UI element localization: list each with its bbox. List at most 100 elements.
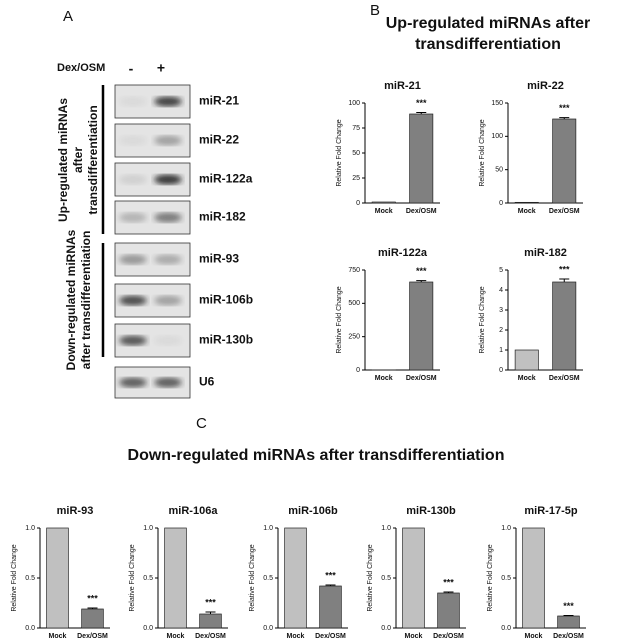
panel-title: Up-regulated miRNAs after (386, 15, 590, 32)
blot-band (119, 212, 147, 223)
y-axis-label: Relative Fold Change (249, 544, 256, 611)
y-tick-label: 4 (499, 287, 503, 294)
blot-label: miR-130b (199, 333, 253, 347)
y-axis-label: Relative Fold Change (129, 544, 136, 611)
chart-title: miR-106a (169, 505, 219, 517)
chart-title: miR-93 (57, 505, 94, 517)
y-tick-label: 150 (491, 100, 503, 107)
y-tick-label: 1.0 (263, 525, 273, 532)
bar (46, 527, 69, 629)
bar (199, 613, 222, 629)
x-tick-label: Dex/OSM (549, 208, 580, 215)
minus-label: - (129, 61, 134, 77)
significance: *** (87, 593, 98, 603)
bar (284, 527, 307, 629)
y-tick-label: 0.5 (143, 575, 153, 582)
blot-band (119, 335, 147, 346)
x-tick-label: Mock (518, 375, 536, 382)
blot-band (154, 254, 182, 265)
blot-label: miR-22 (199, 133, 239, 147)
y-axis-label: Relative Fold Change (479, 119, 486, 186)
significance: *** (559, 103, 570, 113)
bar (552, 118, 577, 204)
y-tick-label: 0.0 (501, 625, 511, 632)
group-label: Up-regulated miRNAs (56, 98, 70, 222)
y-tick-label: 100 (491, 133, 503, 140)
blot-band (119, 377, 147, 388)
y-tick-label: 50 (495, 167, 503, 174)
blot-band (154, 212, 182, 223)
y-tick-label: 250 (348, 334, 360, 341)
chart-title: miR-17-5p (524, 505, 577, 517)
blot-band (154, 174, 182, 185)
x-tick-label: Dex/OSM (433, 633, 464, 640)
x-tick-label: Mock (375, 208, 393, 215)
y-tick-label: 0 (356, 200, 360, 207)
x-tick-label: Mock (167, 633, 185, 640)
x-tick-label: Dex/OSM (315, 633, 346, 640)
x-tick-label: Mock (405, 633, 423, 640)
bar (371, 201, 396, 204)
y-axis-label: Relative Fold Change (479, 286, 486, 353)
blot-band (154, 335, 182, 346)
y-tick-label: 1.0 (25, 525, 35, 532)
blot-band (154, 295, 182, 306)
chart-title: miR-21 (384, 80, 421, 92)
blot-band (119, 254, 147, 265)
error-bar (87, 607, 98, 609)
x-tick-label: Mock (518, 208, 536, 215)
error-bar (205, 611, 216, 614)
blot-label: miR-106b (199, 293, 253, 307)
bar (552, 281, 577, 371)
x-tick-label: Mock (49, 633, 67, 640)
blot-label: miR-182 (199, 210, 246, 224)
blot-band (119, 174, 147, 185)
y-tick-label: 1.0 (381, 525, 391, 532)
x-tick-label: Mock (375, 375, 393, 382)
bar (522, 527, 545, 629)
error-bar (559, 117, 570, 119)
panel-label: A (63, 8, 73, 25)
y-tick-label: 0.0 (25, 625, 35, 632)
y-axis-label: Relative Fold Change (336, 119, 343, 186)
blot-band (119, 295, 147, 306)
y-tick-label: 5 (499, 267, 503, 274)
group-label: Down-regulated miRNAs (64, 229, 78, 370)
y-tick-label: 750 (348, 267, 360, 274)
blot-band (119, 135, 147, 146)
bar (81, 608, 104, 629)
y-tick-label: 0.5 (25, 575, 35, 582)
blot-band (154, 96, 182, 107)
y-tick-label: 0.5 (263, 575, 273, 582)
significance: *** (416, 98, 427, 108)
y-axis-label: Relative Fold Change (367, 544, 374, 611)
chart-title: miR-22 (527, 80, 564, 92)
panel-label: C (196, 415, 207, 432)
panel-label: B (370, 2, 380, 19)
y-tick-label: 100 (348, 100, 360, 107)
chart-title: miR-122a (378, 247, 428, 259)
x-tick-label: Dex/OSM (549, 375, 580, 382)
blot-label: U6 (199, 375, 215, 389)
y-tick-label: 0 (499, 200, 503, 207)
y-tick-label: 0.0 (143, 625, 153, 632)
y-tick-label: 50 (352, 150, 360, 157)
bar (437, 592, 460, 629)
blot-band (154, 377, 182, 388)
blot-label: miR-21 (199, 94, 239, 108)
blot-band (154, 135, 182, 146)
error-bar (416, 112, 427, 114)
bar (409, 113, 434, 204)
error-bar (325, 584, 336, 586)
y-tick-label: 3 (499, 307, 503, 314)
plus-label: + (157, 60, 165, 76)
significance: *** (443, 577, 454, 587)
chart-title: miR-130b (406, 505, 456, 517)
bar (402, 527, 425, 629)
treatment-label: Dex/OSM (57, 62, 105, 74)
chart-title: miR-106b (288, 505, 338, 517)
x-tick-label: Dex/OSM (406, 375, 437, 382)
bar (409, 281, 434, 371)
bar (514, 349, 539, 371)
y-axis-label: Relative Fold Change (11, 544, 18, 611)
